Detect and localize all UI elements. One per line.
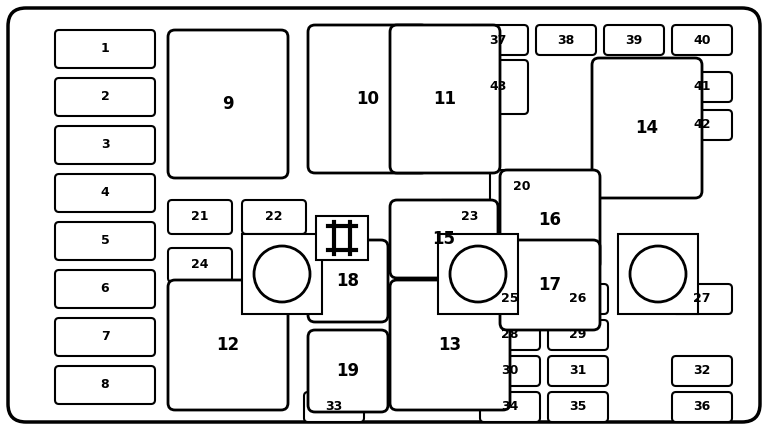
FancyBboxPatch shape <box>438 234 518 314</box>
Text: 37: 37 <box>489 34 507 46</box>
FancyBboxPatch shape <box>55 78 155 116</box>
Text: 23: 23 <box>462 211 478 224</box>
FancyBboxPatch shape <box>390 25 500 173</box>
FancyBboxPatch shape <box>55 222 155 260</box>
FancyBboxPatch shape <box>548 356 608 386</box>
FancyBboxPatch shape <box>618 234 698 314</box>
FancyBboxPatch shape <box>438 200 502 234</box>
Text: 24: 24 <box>191 258 209 271</box>
FancyBboxPatch shape <box>672 356 732 386</box>
FancyBboxPatch shape <box>672 284 732 314</box>
Text: 10: 10 <box>356 90 379 108</box>
Text: 36: 36 <box>694 400 710 414</box>
Text: 28: 28 <box>502 329 518 341</box>
FancyBboxPatch shape <box>480 320 540 350</box>
Text: 40: 40 <box>694 34 710 46</box>
FancyBboxPatch shape <box>536 25 596 55</box>
Text: 9: 9 <box>222 95 233 113</box>
Text: 26: 26 <box>569 292 587 305</box>
Text: 38: 38 <box>558 34 574 46</box>
Text: 18: 18 <box>336 272 359 290</box>
FancyBboxPatch shape <box>548 284 608 314</box>
Text: 33: 33 <box>326 400 343 414</box>
Text: 16: 16 <box>538 211 561 229</box>
FancyBboxPatch shape <box>168 280 288 410</box>
FancyBboxPatch shape <box>548 320 608 350</box>
Text: 42: 42 <box>694 119 710 132</box>
FancyBboxPatch shape <box>55 174 155 212</box>
FancyBboxPatch shape <box>168 200 232 234</box>
FancyBboxPatch shape <box>672 392 732 422</box>
FancyBboxPatch shape <box>55 126 155 164</box>
FancyBboxPatch shape <box>390 280 510 410</box>
Circle shape <box>254 246 310 302</box>
Text: 25: 25 <box>502 292 518 305</box>
Text: 5: 5 <box>101 234 109 248</box>
Text: 30: 30 <box>502 365 518 378</box>
FancyBboxPatch shape <box>168 30 288 178</box>
Text: 17: 17 <box>538 276 561 294</box>
FancyBboxPatch shape <box>468 60 528 114</box>
FancyBboxPatch shape <box>168 248 232 282</box>
FancyBboxPatch shape <box>316 216 368 260</box>
Text: 34: 34 <box>502 400 518 414</box>
Text: 20: 20 <box>513 181 531 194</box>
Text: 7: 7 <box>101 331 109 344</box>
FancyBboxPatch shape <box>390 200 498 278</box>
FancyBboxPatch shape <box>55 318 155 356</box>
FancyBboxPatch shape <box>604 25 664 55</box>
FancyBboxPatch shape <box>468 25 528 55</box>
FancyBboxPatch shape <box>480 284 540 314</box>
Text: 11: 11 <box>433 90 456 108</box>
Text: 19: 19 <box>336 362 359 380</box>
FancyBboxPatch shape <box>308 330 388 412</box>
Text: 32: 32 <box>694 365 710 378</box>
Text: 31: 31 <box>569 365 587 378</box>
Text: 4: 4 <box>101 187 109 200</box>
Text: 15: 15 <box>432 230 455 248</box>
Text: 8: 8 <box>101 378 109 391</box>
FancyBboxPatch shape <box>500 240 600 330</box>
Text: 41: 41 <box>694 80 710 93</box>
FancyBboxPatch shape <box>308 25 428 173</box>
FancyBboxPatch shape <box>672 25 732 55</box>
FancyBboxPatch shape <box>304 392 364 422</box>
Text: 29: 29 <box>569 329 587 341</box>
Text: 39: 39 <box>625 34 643 46</box>
Text: 35: 35 <box>569 400 587 414</box>
FancyBboxPatch shape <box>672 72 732 102</box>
Circle shape <box>450 246 506 302</box>
Text: 2: 2 <box>101 90 109 104</box>
FancyBboxPatch shape <box>480 356 540 386</box>
Text: 6: 6 <box>101 283 109 295</box>
FancyBboxPatch shape <box>55 270 155 308</box>
FancyBboxPatch shape <box>242 200 306 234</box>
Text: 22: 22 <box>265 211 283 224</box>
FancyBboxPatch shape <box>55 30 155 68</box>
Text: 14: 14 <box>635 119 659 137</box>
FancyBboxPatch shape <box>490 170 554 204</box>
Text: 12: 12 <box>217 336 240 354</box>
FancyBboxPatch shape <box>672 110 732 140</box>
Text: 3: 3 <box>101 138 109 151</box>
FancyBboxPatch shape <box>592 58 702 198</box>
Text: 13: 13 <box>439 336 462 354</box>
FancyBboxPatch shape <box>55 366 155 404</box>
FancyBboxPatch shape <box>480 392 540 422</box>
Text: 27: 27 <box>694 292 710 305</box>
FancyBboxPatch shape <box>500 170 600 270</box>
Text: 43: 43 <box>489 80 507 93</box>
Circle shape <box>630 246 686 302</box>
FancyBboxPatch shape <box>242 234 322 314</box>
FancyBboxPatch shape <box>548 392 608 422</box>
Text: 1: 1 <box>101 43 109 55</box>
FancyBboxPatch shape <box>308 240 388 322</box>
FancyBboxPatch shape <box>8 8 760 422</box>
Text: 21: 21 <box>191 211 209 224</box>
